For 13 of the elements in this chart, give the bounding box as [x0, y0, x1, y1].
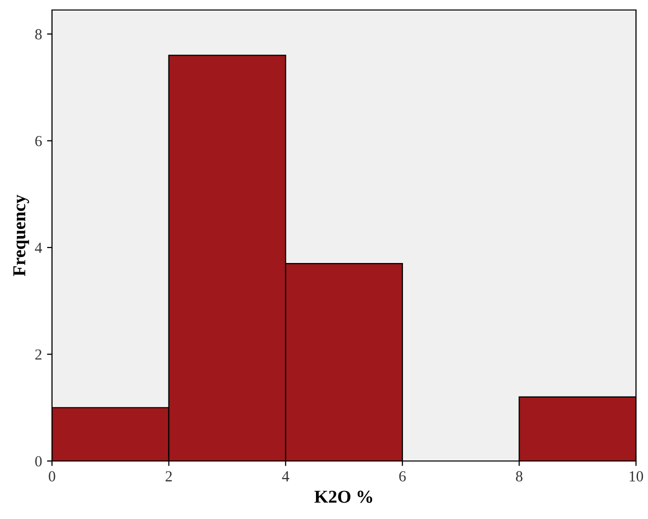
x-tick-label: 10	[630, 471, 644, 482]
y-tick-label: 4	[34, 242, 42, 253]
x-tick-label: 0	[48, 471, 56, 482]
x-tick-label: 8	[516, 471, 522, 482]
x-tick-label: 6	[399, 471, 406, 482]
y-tick-label: 8	[35, 29, 42, 40]
x-tick-label: 4	[282, 471, 290, 482]
x-axis-title: K2O %	[314, 490, 372, 503]
y-axis-title: Frequency	[13, 194, 30, 276]
y-tick-label: 0	[35, 456, 42, 466]
y-tick-label: 6	[35, 136, 42, 146]
x-tick-label: 2	[166, 471, 172, 482]
y-tick-label: 2	[35, 349, 42, 360]
